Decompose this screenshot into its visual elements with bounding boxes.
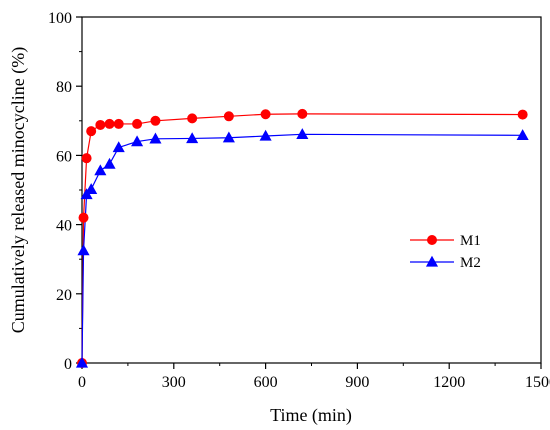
- data-point-m2: [80, 188, 93, 200]
- data-point-m2: [112, 141, 125, 153]
- series-markers: [75, 108, 529, 368]
- series-line-m2: [81, 133, 523, 364]
- data-point-m1: [81, 153, 92, 164]
- data-point-m1: [95, 119, 106, 130]
- y-tick-label: 40: [56, 218, 72, 235]
- data-point-m2: [85, 183, 98, 194]
- x-tick-label: 900: [345, 374, 369, 391]
- legend-marker-m1: [427, 235, 437, 245]
- data-point-m2: [77, 244, 90, 256]
- x-tick-label: 600: [254, 374, 278, 391]
- data-point-m1: [113, 118, 124, 129]
- x-tick-label: 1200: [433, 374, 465, 391]
- data-point-m2: [186, 132, 199, 144]
- y-axis-label: Cumulatively released minocycline (%): [8, 47, 29, 333]
- data-point-m2: [94, 164, 107, 176]
- legend-label-m2: M2: [460, 255, 481, 271]
- data-point-m1: [104, 118, 115, 129]
- series-line-m1: [81, 113, 523, 364]
- data-point-m1: [260, 109, 271, 120]
- x-axis-label: Time (min): [270, 405, 352, 426]
- legend-marker-m2: [425, 255, 439, 267]
- data-point-m1: [297, 108, 308, 119]
- data-point-m1: [517, 109, 528, 120]
- x-tick-label: 300: [162, 374, 186, 391]
- x-tick-label: 0: [78, 374, 86, 391]
- y-tick-label: 100: [48, 10, 72, 27]
- plot-frame: [81, 16, 542, 364]
- y-tick-label: 20: [56, 287, 72, 304]
- data-point-m1: [223, 111, 234, 122]
- data-point-m1: [187, 113, 198, 124]
- series-lines: [81, 113, 523, 364]
- data-point-m2: [149, 132, 162, 144]
- data-point-m2: [516, 129, 529, 140]
- data-point-m2: [259, 129, 272, 141]
- y-tick-label: 0: [64, 356, 72, 373]
- data-point-m2: [296, 128, 309, 139]
- data-point-m2: [222, 131, 235, 143]
- data-point-m2: [103, 157, 116, 169]
- legend-label-m1: M1: [460, 233, 481, 249]
- data-point-m1: [132, 118, 143, 129]
- data-point-m1: [78, 212, 89, 223]
- y-tick-label: 60: [56, 148, 72, 165]
- data-point-m1: [150, 115, 161, 126]
- data-point-m2: [75, 356, 89, 368]
- data-point-m2: [131, 135, 144, 147]
- y-tick-label: 80: [56, 79, 72, 96]
- data-point-m1: [86, 126, 97, 137]
